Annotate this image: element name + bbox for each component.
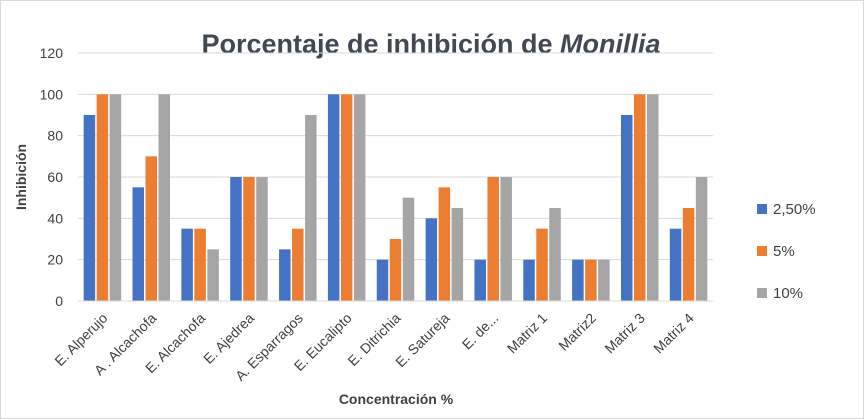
bar: [340, 94, 353, 301]
x-category-label: Matriz 3: [601, 310, 648, 357]
bar: [500, 177, 512, 301]
bar: [402, 197, 415, 301]
legend-swatch: [757, 288, 767, 298]
bar: [451, 208, 464, 301]
chart-title: Porcentaje de inhibición de Monillia: [201, 29, 660, 59]
y-tick-label: 80: [47, 128, 63, 144]
y-axis-title: Inhibición: [13, 144, 29, 210]
x-category-label: Matriz 4: [650, 310, 697, 357]
y-tick-label: 20: [47, 252, 63, 268]
bar: [549, 208, 561, 301]
y-axis-ticks: 0 20 40 60 80 100 120: [40, 45, 64, 309]
bar: [536, 228, 548, 301]
bar: [682, 208, 695, 301]
bar: [207, 249, 219, 301]
x-category-label: Matriz2: [555, 310, 599, 354]
bar: [620, 115, 633, 301]
bar: [305, 115, 317, 301]
legend-label: 5%: [773, 243, 795, 260]
bar: [474, 259, 486, 301]
bar: [695, 177, 708, 301]
chart-title-main: Porcentaje de inhibición de: [201, 29, 560, 59]
bar: [132, 187, 145, 301]
legend-swatch: [757, 204, 767, 214]
bar: [646, 94, 659, 301]
gridlines: [78, 52, 713, 261]
y-tick-label: 40: [47, 210, 63, 226]
x-axis-title: Concentración %: [339, 391, 454, 407]
y-tick-label: 0: [55, 293, 63, 309]
bar: [389, 239, 402, 301]
y-tick-label: 100: [40, 86, 64, 102]
bar: [158, 94, 171, 301]
bar: [109, 94, 122, 301]
bar: [230, 177, 242, 301]
y-tick-label: 120: [40, 45, 64, 61]
bar: [523, 259, 535, 301]
chart-title-italic: Monillia: [560, 29, 661, 59]
bar: [353, 94, 366, 301]
bar: [83, 115, 96, 301]
legend-label: 10%: [773, 285, 803, 302]
bar: [194, 228, 206, 301]
legend-swatch: [757, 246, 767, 256]
bar: [633, 94, 646, 301]
x-category-label: E. Satureja: [392, 310, 452, 370]
bar: [279, 249, 291, 301]
bar: [376, 259, 389, 301]
x-category-label: Matriz 1: [504, 310, 551, 357]
legend: 2,50% 5% 10%: [757, 201, 816, 302]
bar: [572, 259, 584, 301]
bar: [327, 94, 340, 301]
bar: [438, 187, 451, 301]
y-tick-label: 60: [47, 169, 63, 185]
bars: [83, 94, 708, 301]
bar: [292, 228, 304, 301]
bar: [96, 94, 109, 301]
legend-label: 2,50%: [773, 201, 816, 218]
x-category-label: E. de...: [459, 310, 502, 353]
bar: [669, 228, 682, 301]
bar: [256, 177, 268, 301]
bar: [243, 177, 255, 301]
bar: [598, 259, 610, 301]
bar: [425, 218, 438, 301]
bar: [181, 228, 193, 301]
bar: [585, 259, 597, 301]
bar: [487, 177, 499, 301]
bar: [145, 156, 158, 301]
